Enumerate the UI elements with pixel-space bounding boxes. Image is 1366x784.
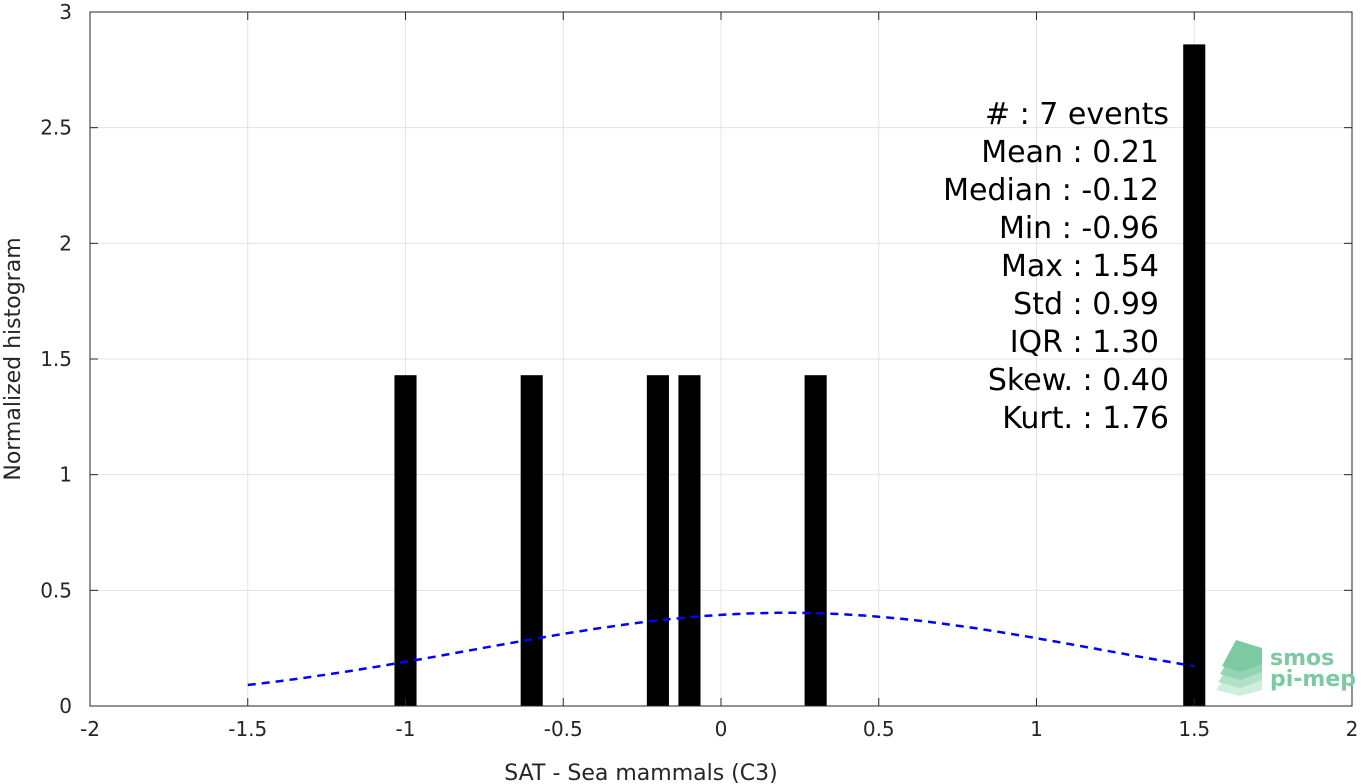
stat-std: Std : 0.99 [1013,287,1159,322]
histogram-bar [678,375,701,706]
x-tick-labels: -2 -1.5 -1 -0.5 0 0.5 1 1.5 2 [80,717,1358,741]
x-tick-label: 1.5 [1178,717,1210,741]
stat-count: # : 7 events [985,97,1169,132]
x-tick-label: 0.5 [863,717,895,741]
stat-min: Min : -0.96 [999,211,1159,246]
stat-median: Median : -0.12 [943,173,1159,208]
x-tick-label: -1.5 [228,717,267,741]
histogram-bar [1183,44,1206,707]
y-tick-label: 2 [59,231,72,255]
stat-mean: Mean : 0.21 [981,135,1159,170]
x-tick-label: 2 [1346,717,1359,741]
stat-kurt: Kurt. : 1.76 [1002,401,1169,436]
ticks [89,11,1353,707]
y-tick-label: 0.5 [40,578,72,602]
bars [394,44,1206,707]
stat-max: Max : 1.54 [1001,249,1159,284]
y-tick-label: 1.5 [40,347,72,371]
x-tick-label: -0.5 [544,717,583,741]
logo-layers-icon [1216,640,1262,696]
y-tick-label: 0 [59,694,72,718]
stat-iqr: IQR : 1.30 [1010,325,1159,360]
logo-text-smos: smos [1270,646,1334,671]
statistics-box: # : 7 events Mean : 0.21 Median : -0.12 … [943,97,1169,436]
y-tick-label: 1 [59,463,72,487]
stat-skew: Skew. : 0.40 [988,363,1169,398]
x-tick-label: 0 [715,717,728,741]
histogram-bar [394,375,417,706]
x-axis-label: SAT - Sea mammals (C3) [504,761,777,784]
logo-text-pimep: pi-mep [1270,667,1356,692]
smos-pimep-logo: smos pi-mep [1216,640,1356,696]
histogram-bar [646,375,669,706]
y-axis-label: Normalized histogram [1,237,26,480]
y-tick-label: 3 [59,0,72,24]
histogram-bar [520,375,543,706]
x-tick-label: -1 [396,717,416,741]
x-tick-label: 1 [1030,717,1043,741]
normal-fit-curve [247,611,1195,687]
y-tick-label: 2.5 [40,116,72,140]
histogram-bar [804,375,827,706]
x-tick-label: -2 [80,717,100,741]
y-tick-labels: 0 0.5 1 1.5 2 2.5 3 [40,0,72,718]
